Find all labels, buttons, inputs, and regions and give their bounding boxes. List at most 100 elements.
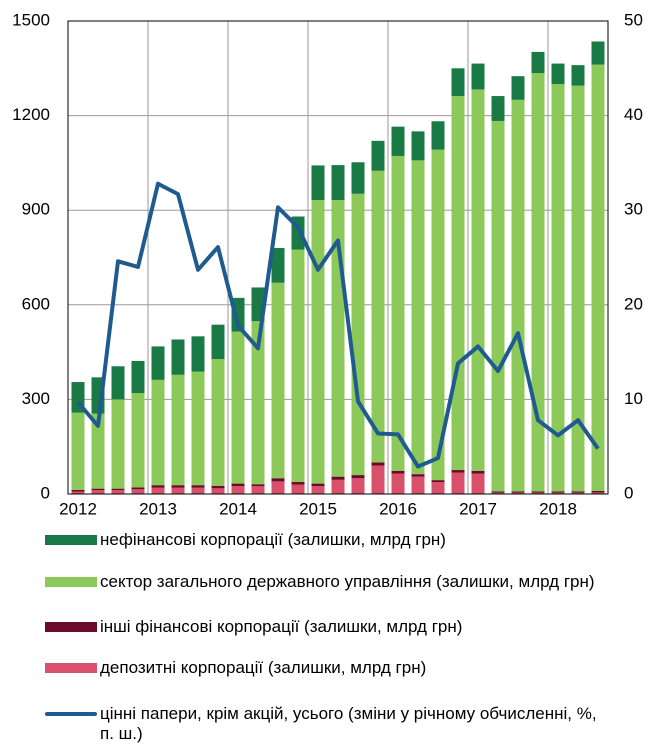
x-tick-label: 2016 (379, 499, 417, 518)
bar-segment (491, 492, 505, 494)
bar-segment (251, 486, 265, 494)
bar-segment (531, 73, 545, 492)
bar-segment (571, 491, 585, 493)
bar-segment (231, 331, 245, 484)
bar-segment (491, 120, 505, 492)
bar-segment (151, 487, 165, 494)
bar-segment (271, 248, 285, 283)
bar-segment (151, 379, 165, 486)
bar-segment (111, 366, 125, 400)
bar-segment (131, 487, 145, 490)
bar-segment (591, 64, 605, 491)
x-tick-label: 2018 (539, 499, 577, 518)
bar-segment (411, 474, 425, 477)
bar-segment (391, 473, 405, 494)
bar-segment (451, 96, 465, 471)
legend-swatch (45, 663, 97, 673)
y2-tick-label: 40 (624, 105, 643, 124)
bar-segment (71, 412, 85, 490)
y-tick-label: 0 (41, 483, 50, 502)
bar-segment (571, 85, 585, 492)
bar-segment (331, 165, 345, 201)
bar-segment (571, 492, 585, 494)
bar-segment (211, 485, 225, 489)
bar-segment (271, 481, 285, 494)
bar-segment (111, 399, 125, 489)
bar-segment (371, 465, 385, 494)
bar-segment (171, 374, 185, 486)
legend-label: депозитні корпорації (залишки, млрд грн) (100, 658, 427, 677)
bar-segment (171, 485, 185, 488)
bar-segment (491, 96, 505, 121)
legend-label: інші фінансові корпорації (залишки, млрд… (100, 617, 463, 636)
bar-segment (511, 99, 525, 492)
bar-segment (331, 479, 345, 494)
bar-segment (231, 486, 245, 494)
bar-segment (391, 470, 405, 474)
bar-segment (431, 149, 445, 481)
bar-segment (191, 371, 205, 486)
y-tick-label: 300 (22, 389, 50, 408)
bar-segment (131, 360, 145, 394)
legend-swatch (45, 577, 97, 587)
legend-swatch (45, 535, 97, 545)
bar-segment (571, 65, 585, 86)
bar-segment (431, 480, 445, 483)
bar-segment (111, 488, 125, 491)
bar-segment (231, 483, 245, 487)
bar-segment (291, 484, 305, 494)
bar-segment (171, 487, 185, 494)
bar-segment (351, 193, 365, 476)
bar-segment (111, 490, 125, 494)
bar-segment (451, 472, 465, 494)
bar-segment (591, 490, 605, 493)
bar-segment (351, 162, 365, 194)
bar-segment (151, 485, 165, 488)
bar-segment (131, 393, 145, 488)
bar-segment (451, 470, 465, 473)
y-tick-label: 900 (22, 200, 50, 219)
y2-tick-label: 0 (624, 483, 633, 502)
bar-segment (551, 491, 565, 493)
bar-segment (71, 491, 85, 494)
bar-segment (551, 492, 565, 494)
bar-segment (91, 413, 105, 489)
y-tick-label: 1200 (12, 105, 50, 124)
bar-segment (211, 324, 225, 360)
bar-segment (71, 489, 85, 492)
y-tick-label: 600 (22, 294, 50, 313)
x-tick-label: 2014 (219, 499, 257, 518)
bar-segment (551, 84, 565, 492)
bar-segment (291, 249, 305, 483)
bar-segment (511, 76, 525, 100)
bar-segment (451, 68, 465, 97)
bar-segment (311, 486, 325, 494)
y-tick-label: 1500 (12, 10, 50, 29)
y2-tick-label: 20 (624, 294, 643, 313)
bar-segment (311, 165, 325, 201)
bar-segment (491, 491, 505, 493)
bar-segment (591, 492, 605, 494)
bar-segment (91, 488, 105, 491)
bar-segment (151, 346, 165, 380)
bar-segment (251, 321, 265, 485)
bar-segment (551, 63, 565, 85)
x-tick-label: 2017 (459, 499, 497, 518)
bar-segment (371, 140, 385, 171)
bar-segment (471, 470, 485, 474)
bar-segment (431, 121, 445, 150)
chart: 0 300 600 900 1200 1500 0 10 20 30 40 50 2012 2013 201… (12, 10, 643, 518)
bar-segment (531, 492, 545, 494)
bar-segment (531, 51, 545, 74)
bar-segment (471, 89, 485, 471)
plot-frame (67, 20, 609, 495)
bar-segment (471, 63, 485, 90)
bar-segment (511, 491, 525, 493)
bar-segment (191, 485, 205, 488)
bar-segment (211, 359, 225, 486)
bar-segment (171, 339, 185, 375)
bar-segment (251, 484, 265, 487)
bar-segment (191, 336, 205, 372)
bar-segment (311, 483, 325, 487)
x-tick-label: 2015 (299, 499, 337, 518)
